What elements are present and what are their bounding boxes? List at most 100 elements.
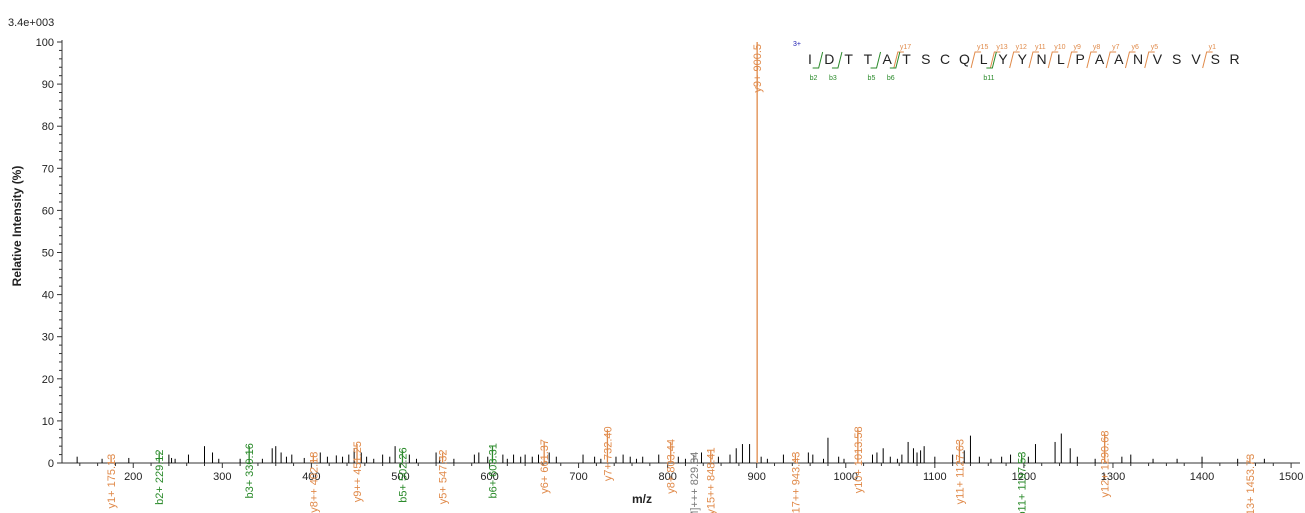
sequence-residue: T	[844, 51, 853, 67]
peak-label: y10+ 1013.58	[853, 426, 865, 493]
sequence-residue: A	[1095, 51, 1105, 67]
y-ion-fragment-label: y5	[1151, 44, 1159, 51]
peak-label: y5+ 547.32	[438, 449, 450, 504]
sequence-residue: N	[1133, 51, 1143, 67]
y-ion-fragment-marker	[1047, 51, 1059, 69]
y-ion-fragment-marker	[1105, 51, 1117, 69]
sequence-residue: V	[1153, 51, 1163, 67]
peak-label: b5+ 502.26	[397, 447, 409, 502]
sequence-residue: N	[1037, 51, 1047, 67]
y-tick-label: 80	[42, 121, 54, 133]
x-tick-label: 1100	[923, 471, 947, 483]
b-ion-fragment-marker	[812, 51, 824, 69]
peak-label: y6+ 661.37	[539, 439, 551, 494]
b-ion-fragment-marker	[870, 51, 882, 69]
y-tick-label: 70	[42, 163, 54, 175]
peak-label: [M]+++ 829.34	[689, 452, 701, 513]
sequence-residue: A	[883, 51, 893, 67]
sequence-residue: S	[1172, 51, 1181, 67]
y-ion-fragment-marker	[970, 51, 982, 69]
axes: 0 10 20 30 40 50 60 70 80 90 100 200 300 400 500 600 700…	[36, 37, 1304, 483]
sequence-residue: V	[1191, 51, 1201, 67]
b-ion-fragment-label: b6	[887, 75, 895, 82]
b-ion-fragment-marker	[986, 51, 997, 69]
peak-label: b2+ 229.12	[154, 449, 166, 504]
sequence-residue: T	[864, 51, 873, 67]
peak-label: y11+ 1127.63	[954, 439, 966, 504]
peak-labels: y1+ 175.13 b2+ 229.12 b3+ 330.16 y8++ 402.1…	[106, 44, 1257, 513]
peak-label: y9++ 451.25	[352, 441, 364, 502]
sequence-residue: C	[940, 51, 950, 67]
y-tick-label: 0	[48, 458, 54, 470]
sequence-residue: Q	[959, 51, 970, 67]
y-ion-fragment-label: y7	[1112, 44, 1120, 51]
b-ion-fragment-label: b3	[829, 75, 837, 82]
peak-label: y7+ 732.40	[602, 426, 614, 481]
intensity-scale-label: 3.4e+003	[8, 17, 54, 29]
x-tick-label: 400	[302, 471, 320, 483]
precursor-charge-label: 3+	[793, 41, 801, 48]
y-tick-label: 10	[42, 416, 54, 428]
peak-label: y12+ 1290.68	[1100, 431, 1112, 498]
peak-label: y9+ 900.5	[752, 44, 764, 93]
y-ion-fragment-label: y11	[1035, 44, 1046, 51]
b-ion-fragment-marker	[889, 51, 901, 69]
sequence-residue: S	[1211, 51, 1220, 67]
peak-label: y17++ 943.43	[790, 452, 802, 513]
y-tick-label: 50	[42, 248, 54, 260]
y-ion-fragment-label: y9	[1074, 44, 1082, 51]
y-ion-fragment-marker	[1009, 51, 1020, 69]
peak-label: y8+ 803.44	[666, 439, 678, 494]
x-axis-title: m/z	[632, 492, 652, 506]
x-tick-label: 500	[391, 471, 409, 483]
b-ion-fragment-label: b5	[868, 75, 876, 82]
y-tick-label: 100	[36, 37, 54, 49]
y-ion-fragment-marker	[1202, 51, 1213, 69]
x-tick-label: 1200	[1012, 471, 1036, 483]
sequence-residue: L	[980, 51, 988, 67]
peak-label: y13+ 1453.73	[1245, 454, 1257, 513]
sequence-residue: L	[1057, 51, 1065, 67]
peaks	[76, 42, 1265, 463]
b-ion-fragment-marker	[831, 51, 843, 69]
x-tick-label: 300	[213, 471, 231, 483]
y-tick-label: 40	[42, 290, 54, 302]
y-ion-fragment-marker	[989, 51, 1001, 69]
y-ion-fragment-marker	[1144, 51, 1155, 69]
x-tick-label: 900	[748, 471, 766, 483]
sequence-residue: P	[1076, 51, 1085, 67]
peak-label: b6+ 603.31	[487, 443, 499, 498]
y-ion-fragment-label: y6	[1131, 44, 1139, 51]
y-ion-fragment-marker	[1067, 51, 1078, 69]
y-ion-fragment-label: y1	[1209, 44, 1217, 51]
peak-label: y1+ 175.13	[106, 454, 118, 509]
y-ion-fragment-label: y13	[996, 44, 1007, 51]
y-ion-fragment-label: y15	[977, 44, 988, 51]
sequence-residue: R	[1230, 51, 1240, 67]
peak-label: b3+ 330.16	[244, 443, 256, 498]
y-ion-fragment-marker	[893, 51, 904, 69]
sequence-residue: Y	[1018, 51, 1028, 67]
x-tick-label: 1000	[834, 471, 858, 483]
b-ion-fragment-label: b11	[983, 75, 994, 82]
peak-label: b11+ 1197.53	[1017, 452, 1029, 513]
y-ion-fragment-label: y10	[1054, 44, 1065, 51]
y-ion-fragment-label: y8	[1093, 44, 1101, 51]
x-tick-label: 1300	[1101, 471, 1125, 483]
y-tick-label: 20	[42, 374, 54, 386]
y-ion-fragment-marker	[1028, 51, 1039, 69]
y-tick-label: 90	[42, 79, 54, 91]
peak-label: y8++ 402.18	[308, 452, 320, 513]
x-tick-label: 600	[480, 471, 498, 483]
y-ion-fragment-label: y12	[1016, 44, 1027, 51]
x-tick-label: 1500	[1279, 471, 1303, 483]
x-tick-label: 200	[124, 471, 142, 483]
sequence-residue: A	[1114, 51, 1124, 67]
y-tick-label: 30	[42, 332, 54, 344]
x-tick-label: 700	[569, 471, 587, 483]
y-ion-fragment-marker	[1086, 51, 1097, 69]
sequence-residue: I	[808, 51, 812, 67]
sequence-residue: D	[824, 51, 834, 67]
